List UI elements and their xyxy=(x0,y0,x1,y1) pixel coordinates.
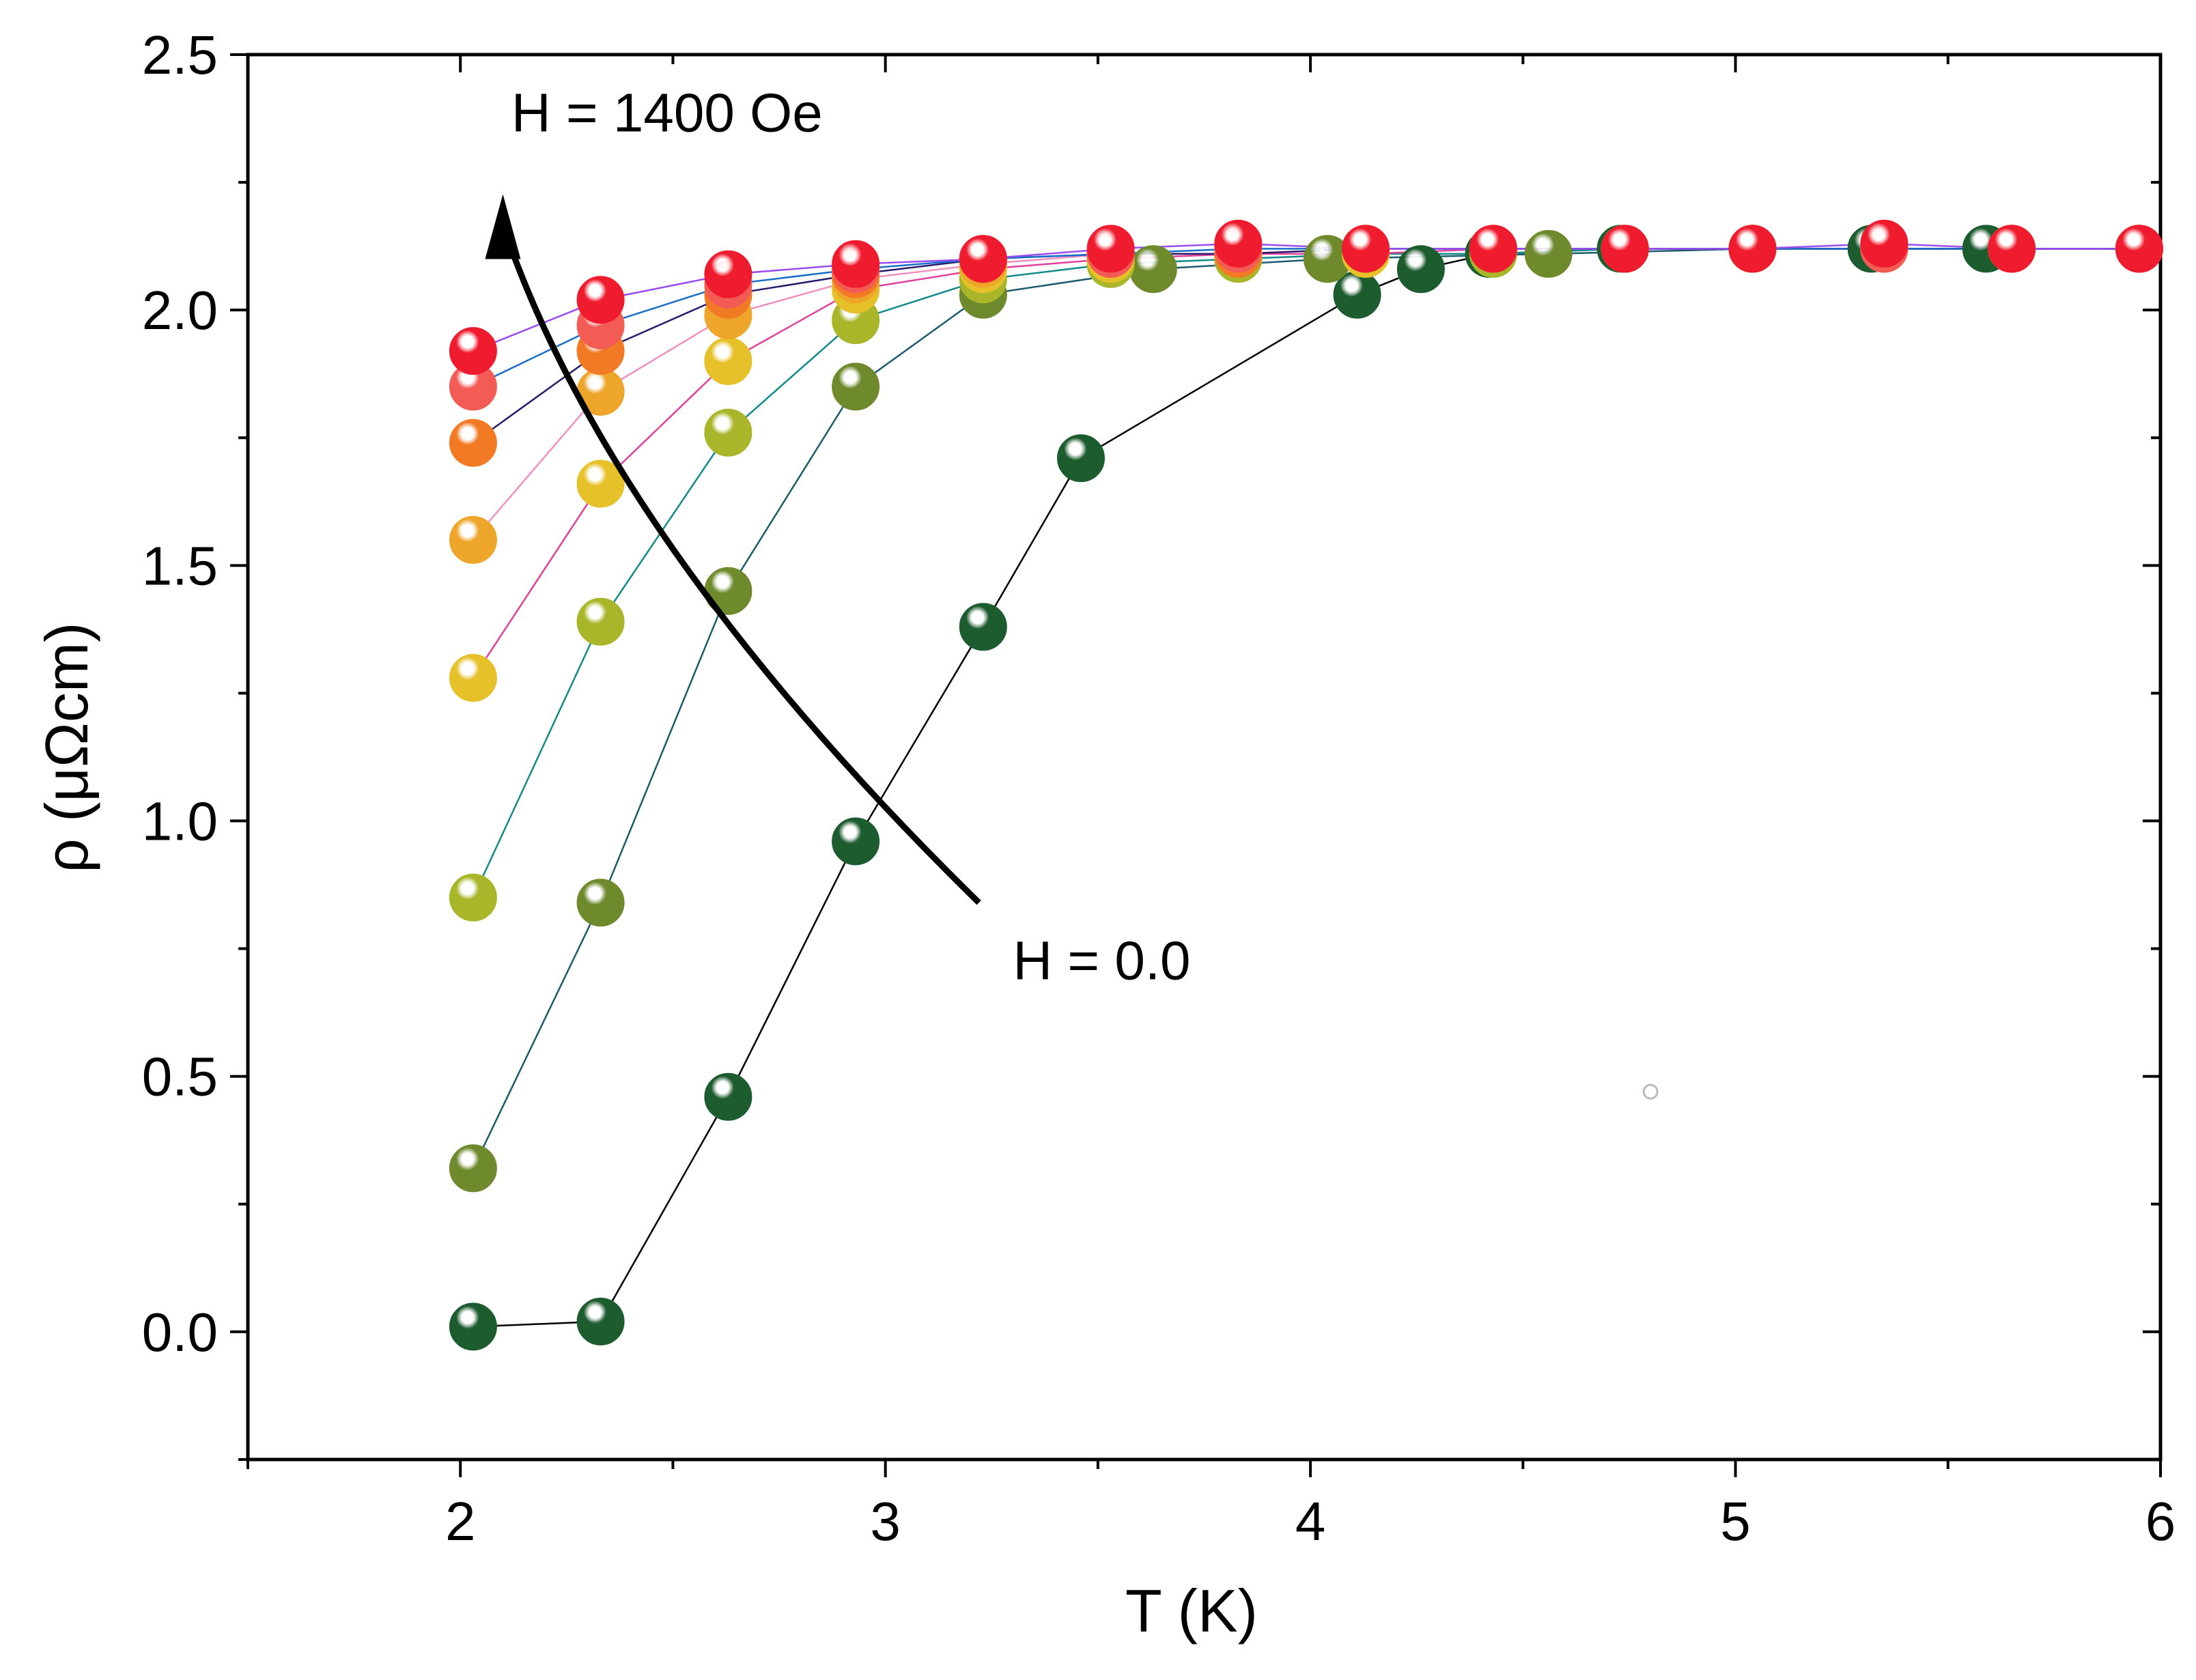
annotation-high-field: H = 1400 Oe xyxy=(511,82,823,143)
x-tick-label: 6 xyxy=(2145,1491,2176,1552)
data-point-s6 xyxy=(449,418,497,467)
data-point-s4 xyxy=(704,337,752,385)
data-point-s3 xyxy=(576,597,625,646)
y-axis-title: ρ (μΩcm) xyxy=(33,623,100,873)
x-tick-label: 3 xyxy=(870,1491,901,1552)
data-point-s8 xyxy=(1728,225,1777,273)
data-point-s8 xyxy=(449,327,497,375)
data-point-s8 xyxy=(1214,219,1263,268)
data-point-s2 xyxy=(1524,229,1573,278)
data-point-s8 xyxy=(959,235,1007,283)
x-tick-label: 4 xyxy=(1295,1491,1326,1552)
data-point-s8 xyxy=(1086,225,1135,273)
series-markers xyxy=(449,219,2163,1351)
data-point-s8 xyxy=(1469,225,1517,273)
data-point-s2 xyxy=(832,362,880,411)
data-point-s2 xyxy=(576,879,625,927)
data-point-s2 xyxy=(1129,245,1177,294)
x-tick-label: 5 xyxy=(1720,1491,1751,1552)
series-line-s2 xyxy=(472,248,2139,1169)
data-point-s8 xyxy=(1601,225,1649,273)
x-axis-title: T (K) xyxy=(1125,1577,1258,1645)
plot-border xyxy=(246,53,2163,1462)
data-point-s8 xyxy=(1860,219,1909,268)
data-point-s2 xyxy=(449,1144,497,1193)
data-point-s4 xyxy=(449,654,497,702)
annotation-zero-field: H = 0.0 xyxy=(1013,930,1190,991)
stray-marker xyxy=(1642,1083,1659,1100)
y-tick-label: 0.0 xyxy=(142,1302,218,1363)
data-point-s1 xyxy=(1057,434,1105,483)
axis-ticks: 2 3 4 5 6 0.0 0.5 1.0 1.5 2.0 2.5 xyxy=(142,25,2176,1552)
data-point-s3 xyxy=(704,408,752,457)
data-point-s1 xyxy=(959,603,1007,651)
data-point-s1 xyxy=(1396,245,1445,294)
data-point-s8 xyxy=(832,240,880,288)
data-point-s8 xyxy=(1988,225,2036,273)
y-tick-label: 0.5 xyxy=(142,1047,218,1107)
series-lines xyxy=(472,242,2139,1328)
data-point-s1 xyxy=(576,1297,625,1346)
data-point-s1 xyxy=(704,1072,752,1121)
annotations: H = 1400 Oe H = 0.0 xyxy=(485,82,1659,1100)
data-point-s5 xyxy=(449,515,497,564)
data-point-s1 xyxy=(449,1302,497,1351)
data-point-s8 xyxy=(704,250,752,298)
data-point-s8 xyxy=(1342,225,1390,273)
data-point-s4 xyxy=(576,459,625,508)
y-tick-label: 1.5 xyxy=(142,535,218,596)
y-tick-label: 2.5 xyxy=(142,25,218,85)
data-point-s3 xyxy=(449,873,497,922)
field-arrow-head xyxy=(485,194,521,259)
field-arrow-shaft xyxy=(500,224,981,905)
data-point-s8 xyxy=(2115,225,2163,273)
y-tick-label: 2.0 xyxy=(142,280,218,341)
y-tick-label: 1.0 xyxy=(142,791,218,852)
plot-frame xyxy=(246,53,2163,1462)
x-tick-label: 2 xyxy=(445,1491,476,1552)
data-point-s8 xyxy=(576,276,625,324)
data-point-s1 xyxy=(832,817,880,866)
